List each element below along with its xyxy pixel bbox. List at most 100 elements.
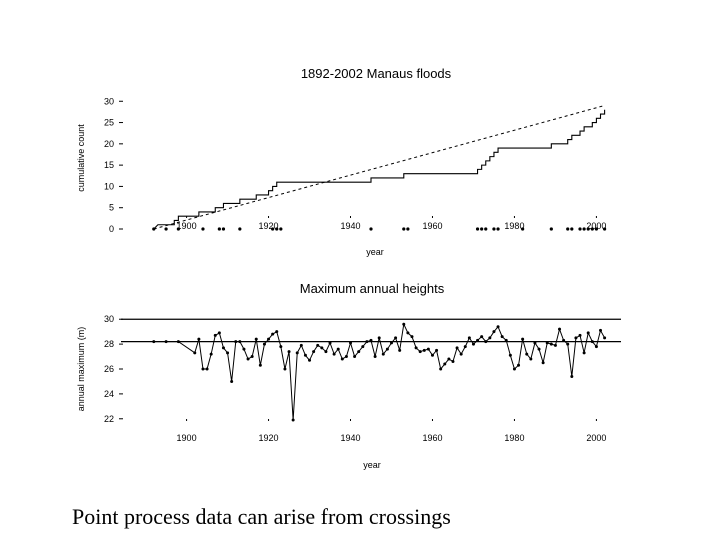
annual-maximum-point (283, 367, 287, 371)
annual-maximum-point (242, 347, 246, 351)
annual-maximum-point (353, 355, 357, 359)
annual-maximum-point (217, 331, 221, 335)
annual-maximum-point (336, 347, 340, 351)
flood-event-point (164, 227, 168, 231)
x-tick-label: 1900 (177, 433, 197, 443)
flood-event-point (582, 227, 586, 231)
x-tick-label: 2000 (586, 433, 606, 443)
annual-maximum-point (476, 338, 480, 342)
annual-maximum-point (574, 336, 578, 340)
expected-dashed-line (153, 105, 605, 230)
annual-maximum-point (492, 330, 496, 334)
annual-maximum-point (226, 351, 230, 355)
annual-maximum-point (267, 337, 271, 341)
annual-maximum-point (320, 346, 324, 350)
y-tick-label: 10 (104, 181, 114, 191)
y-tick-label: 20 (104, 139, 114, 149)
annual-maximum-point (385, 347, 389, 351)
annual-maximum-point (590, 340, 594, 344)
annual-maximum-point (287, 350, 291, 354)
x-axis-label: year (366, 247, 384, 257)
flood-event-point (406, 227, 410, 231)
figure: 1892-2002 Manaus floods year cumulative … (76, 66, 622, 470)
annual-maximum-point (521, 337, 525, 341)
annual-maximum-point (566, 342, 570, 346)
x-tick-label: 1920 (259, 221, 279, 231)
chart-title: Maximum annual heights (300, 281, 445, 296)
annual-maximum-point (586, 331, 590, 335)
y-tick-label: 28 (104, 339, 114, 349)
annual-maximum-point (303, 353, 307, 357)
annual-maximum-point (201, 367, 205, 371)
annual-maximum-point (582, 351, 586, 355)
annual-maximum-point (316, 343, 320, 347)
x-tick-label: 1960 (422, 433, 442, 443)
annual-maximum-point (299, 343, 303, 347)
x-tick-label: 2000 (586, 221, 606, 231)
y-tick-label: 30 (104, 96, 114, 106)
y-tick-label: 22 (104, 414, 114, 424)
annual-maximum-point (312, 350, 316, 354)
annual-maximum-point (410, 335, 414, 339)
annual-maximum-point (258, 363, 262, 367)
x-ticks: 1900 1920 1940 1960 1980 2000 (177, 419, 606, 443)
x-ticks: 1900 1920 1940 1960 1980 2000 (177, 216, 606, 231)
annual-maximum-point (500, 335, 504, 339)
y-ticks: 0 5 10 15 20 25 30 (104, 96, 123, 234)
annual-maximum-point (459, 352, 463, 356)
annual-maximum-point (365, 340, 369, 344)
annual-maximum-point (594, 345, 598, 349)
annual-maximum-point (529, 357, 533, 361)
x-tick-label: 1980 (504, 221, 524, 231)
cumulative-floods-chart: 1892-2002 Manaus floods year cumulative … (76, 66, 622, 257)
annual-maximum-point (418, 350, 422, 354)
annual-maximum-point (471, 342, 475, 346)
x-axis-label: year (363, 460, 381, 470)
series-marks (152, 105, 607, 231)
annual-maximum-point (603, 336, 607, 340)
annual-maximum-point (221, 346, 225, 350)
annual-maximum-point (291, 418, 295, 422)
flood-event-point (480, 227, 484, 231)
flood-event-point (578, 227, 582, 231)
annual-maximum-point (533, 341, 537, 345)
x-tick-label: 1920 (259, 433, 279, 443)
annual-maximum-point (349, 341, 353, 345)
flood-event-point (475, 227, 480, 231)
flood-event-point (238, 227, 242, 231)
flood-event-point (176, 227, 180, 231)
flood-event-point (152, 227, 156, 231)
y-tick-label: 25 (104, 118, 114, 128)
annual-maximum-point (406, 331, 410, 335)
annual-maximum-point (275, 330, 279, 334)
annual-maximum-point (308, 358, 312, 362)
annual-maximum-point (262, 342, 266, 346)
annual-maximum-point (447, 357, 451, 361)
observed-step-line (153, 109, 606, 230)
y-tick-label: 15 (104, 160, 114, 170)
slide-caption: Point process data can arise from crossi… (72, 504, 451, 529)
annual-maximum-point (599, 328, 603, 332)
annual-maximum-point (525, 352, 529, 356)
y-tick-label: 0 (109, 224, 114, 234)
flood-event-point (594, 227, 599, 231)
flood-event-point (496, 227, 500, 231)
plot-area (120, 96, 622, 230)
annual-maximum-point (545, 341, 549, 345)
annual-maximum-point (373, 355, 377, 359)
chart-title: 1892-2002 Manaus floods (301, 66, 452, 81)
annual-maximum-point (332, 352, 336, 356)
annual-maximum-point (443, 362, 447, 366)
annual-maximum-point (553, 343, 557, 347)
annual-maximum-point (328, 341, 332, 345)
flood-event-point (492, 227, 496, 231)
flood-event-point (221, 227, 226, 231)
annual-maximum-point (426, 347, 430, 351)
annual-maximum-point (508, 353, 512, 357)
flood-event-point (402, 227, 406, 231)
flood-event-point (586, 227, 590, 231)
x-tick-label: 1940 (340, 433, 360, 443)
flood-event-point (549, 227, 553, 231)
y-axis-label: annual maximum (m) (76, 327, 86, 412)
annual-maximum-point (394, 336, 398, 340)
